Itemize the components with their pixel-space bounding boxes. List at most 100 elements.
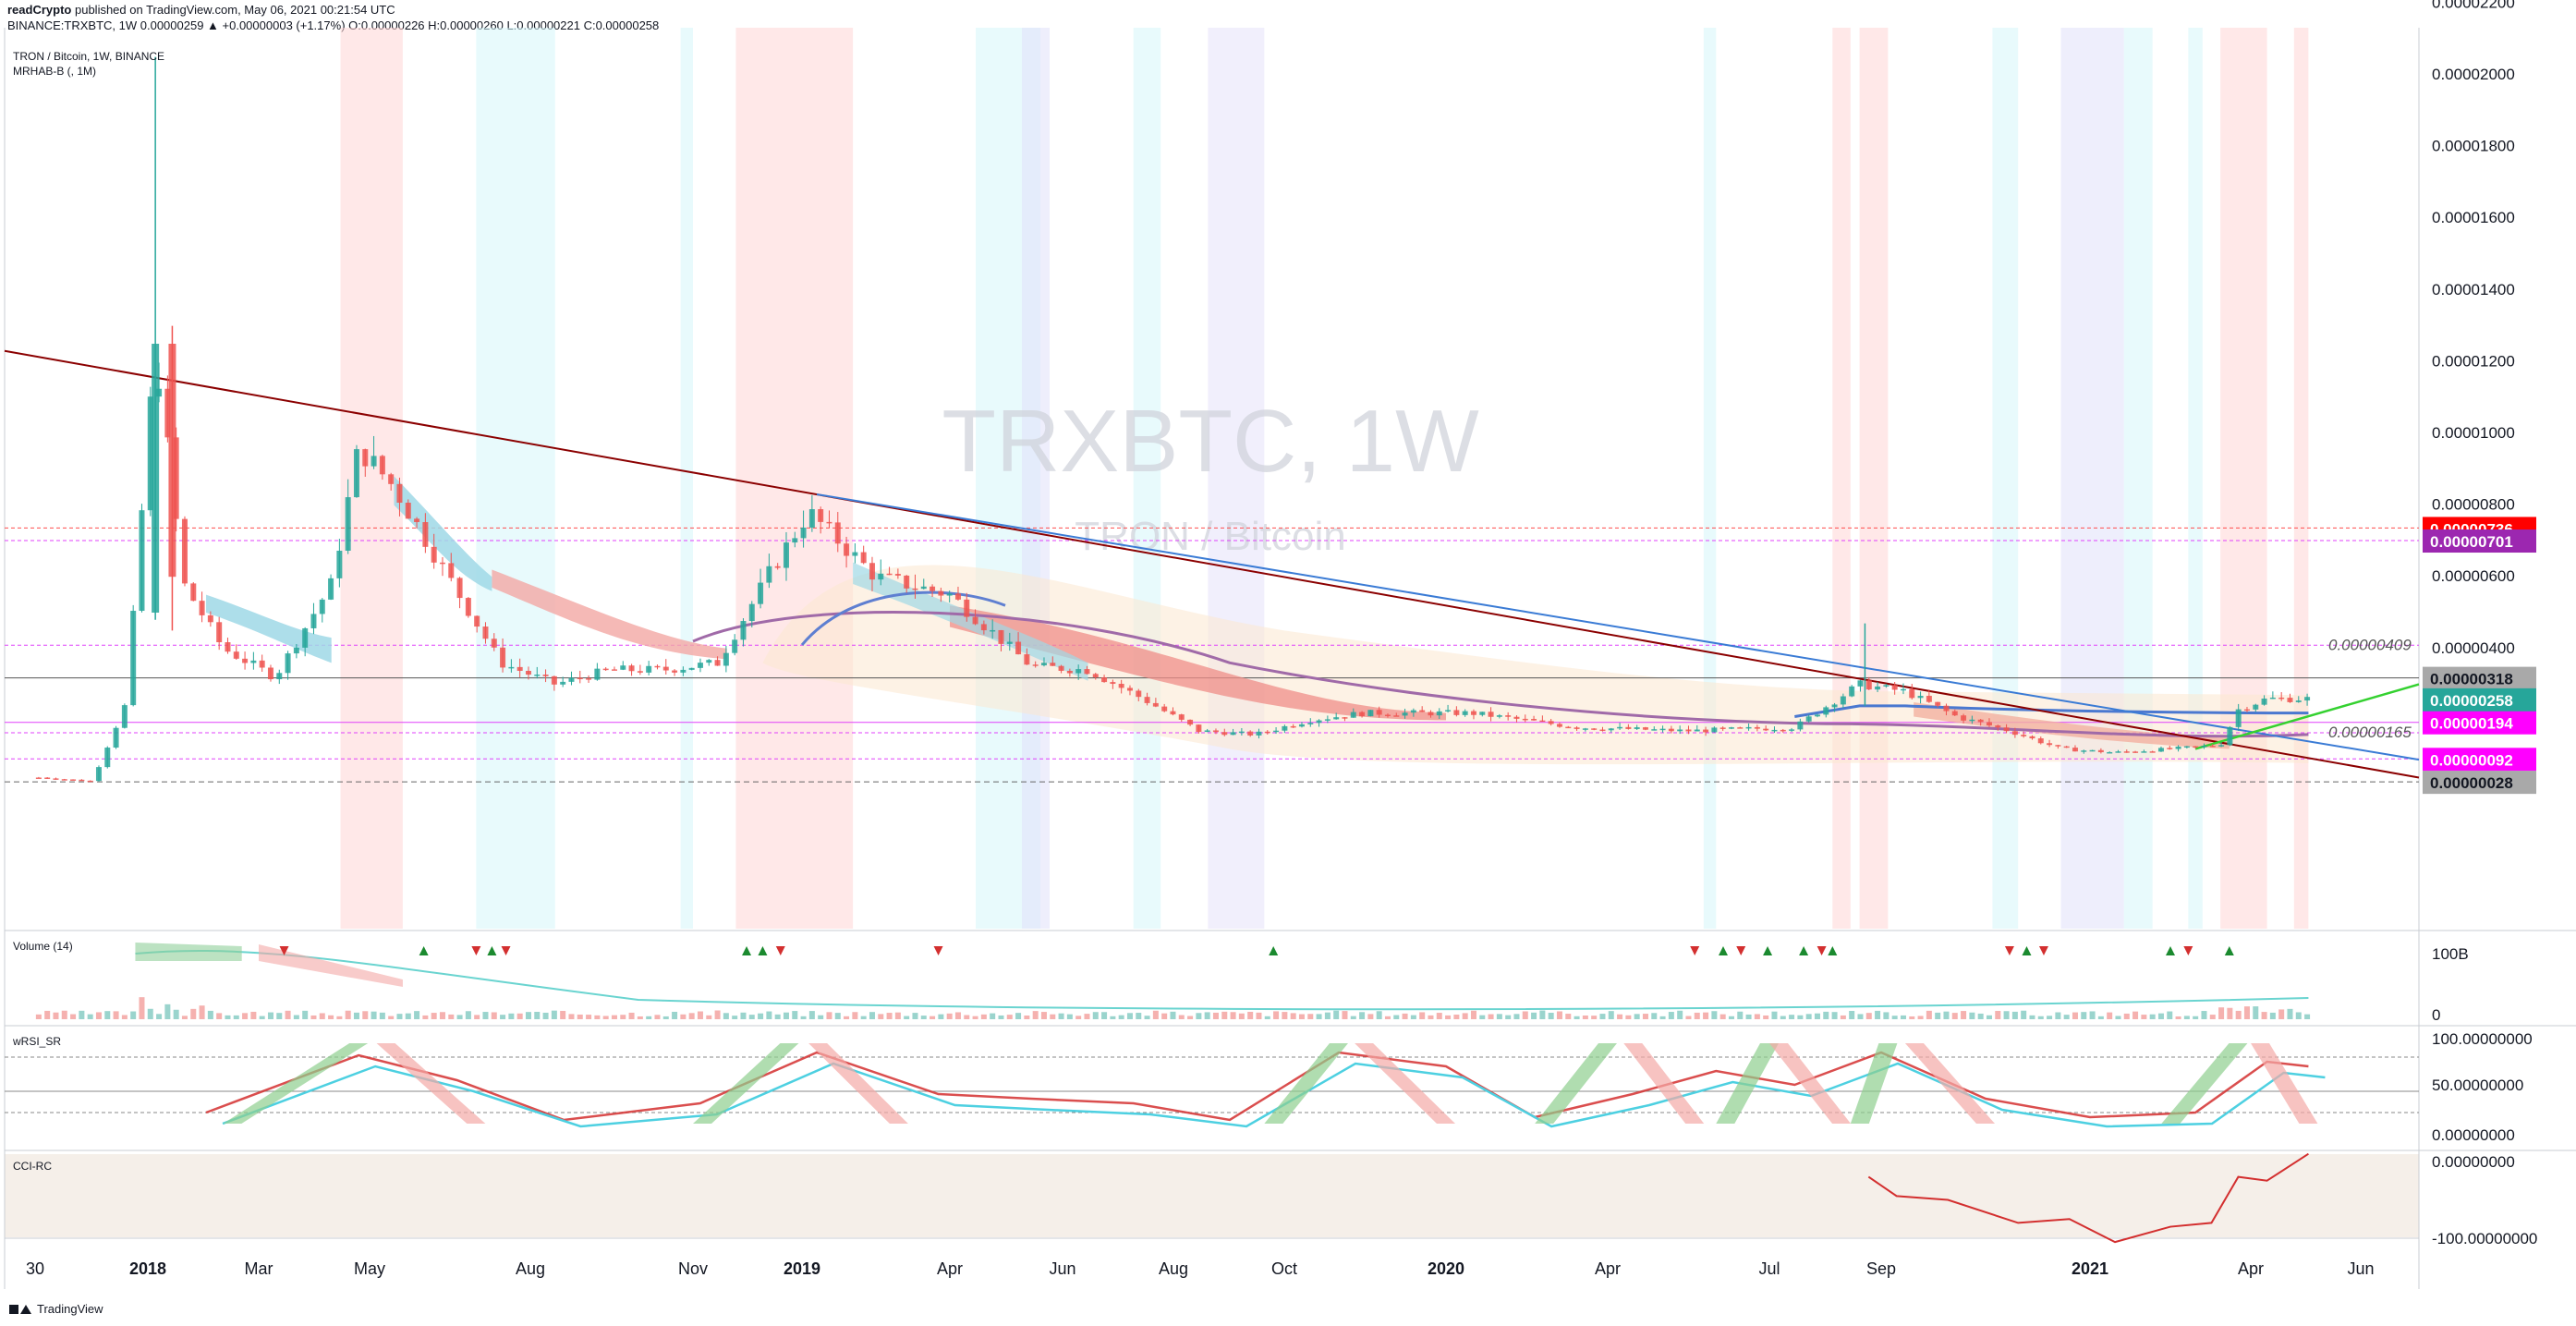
candle-body (1282, 725, 1288, 731)
rsi-line-red (205, 1051, 2309, 1122)
candle-body (2081, 750, 2087, 752)
volume-bar (1797, 1015, 1804, 1019)
candle-body (1642, 727, 1648, 730)
volume-bar (1084, 1014, 1090, 1019)
volume-bar (1677, 1010, 1683, 1019)
volume-bar (1384, 1016, 1391, 1019)
candle-body (1677, 729, 1683, 732)
x-axis-tick-label: Oct (1271, 1259, 1297, 1278)
volume-bar (1136, 1013, 1142, 1019)
volume-bar (886, 1013, 893, 1019)
volume-bar (637, 1016, 643, 1019)
spike-body (168, 344, 176, 578)
cci-pane-background (5, 1154, 2419, 1237)
volume-bar (1075, 1016, 1082, 1019)
price-axis-label: 0.00001800 (2432, 138, 2515, 155)
x-axis-tick-label: Mar (245, 1259, 273, 1278)
x-axis-tick-label: Jun (1049, 1259, 1075, 1278)
volume-bar (998, 1015, 1004, 1019)
tradingview-logo-icon (9, 1303, 31, 1316)
candle-body (1505, 715, 1512, 717)
candle-body (61, 779, 67, 781)
volume-bar (577, 1014, 583, 1019)
candle-body (516, 666, 523, 671)
volume-bar (1961, 1011, 1967, 1019)
price-tag (2423, 771, 2536, 795)
candle-body (732, 639, 738, 653)
candle-body (1883, 685, 1889, 687)
candle-body (706, 660, 712, 663)
price-tag-label: 0.00000318 (2430, 671, 2513, 688)
volume-bar (302, 1010, 309, 1019)
volume-bar (190, 1008, 197, 1019)
highlight-band (2060, 28, 2124, 929)
author-name[interactable]: readCrypto (7, 3, 72, 17)
candle-body (1608, 728, 1614, 731)
volume-bar (1728, 1016, 1734, 1019)
trendline-red (4, 349, 2420, 779)
tradingview-footer[interactable]: TradingView (9, 1302, 103, 1316)
volume-bar (740, 1012, 747, 1019)
volume-bar (2201, 1011, 2207, 1019)
volume-bar (345, 1010, 351, 1019)
x-axis-tick-label: 2021 (2072, 1259, 2108, 1278)
volume-bar (2132, 1011, 2139, 1019)
volume-bar (2253, 1006, 2259, 1019)
candle-body (285, 653, 291, 674)
volume-bar (173, 1009, 179, 1019)
volume-bar (844, 1016, 850, 1019)
highlight-band (2220, 28, 2267, 929)
level-label: 0.00000409 (2328, 636, 2412, 653)
x-axis-tick-label: 2020 (1428, 1259, 1464, 1278)
volume-bar (181, 1016, 188, 1019)
candle-body (748, 603, 755, 622)
candle-body (293, 647, 299, 654)
candle-body (602, 668, 609, 671)
volume-bar (121, 1015, 128, 1019)
volume-bar (1092, 1012, 1099, 1019)
candle-body (1668, 728, 1674, 732)
candle-body (1522, 718, 1528, 721)
candle-body (199, 601, 205, 615)
candle-body (405, 503, 411, 519)
volume-bar (2055, 1012, 2061, 1019)
rsi-swing-fill (1769, 1043, 1852, 1124)
candle-body (267, 667, 273, 680)
highlight-band (680, 28, 693, 929)
volume-bar (980, 1014, 987, 1019)
volume-bar (1402, 1013, 1408, 1019)
candle-body (912, 588, 918, 590)
volume-up-signal-icon (1719, 946, 1728, 955)
volume-bar (1531, 1012, 1537, 1019)
candles (35, 362, 2311, 783)
x-axis-tick-label: 30 (26, 1259, 44, 1278)
volume-bar (516, 1013, 523, 1019)
price-tag (2423, 666, 2536, 690)
rsi-swing-fill (1904, 1043, 1995, 1124)
volume-bar (2115, 1016, 2121, 1019)
volume-bar (267, 1012, 273, 1019)
volume-down-signal-icon (1690, 946, 1700, 955)
volume-bar (319, 1013, 325, 1019)
volume-bar (1789, 1015, 1795, 1019)
candle-body (1496, 715, 1502, 717)
volume-bar (834, 1013, 841, 1019)
highlight-band (1133, 28, 1161, 929)
candle-body (181, 518, 188, 584)
volume-bar (1883, 1012, 1889, 1019)
volume-bar (904, 1016, 910, 1019)
volume-up-signal-icon (2166, 946, 2175, 955)
candle-body (482, 627, 489, 639)
candle-body (808, 509, 815, 528)
candle-body (207, 614, 213, 623)
candle-body (869, 563, 875, 580)
candle-body (1531, 719, 1537, 721)
candle-body (1659, 728, 1666, 731)
volume-bar (1719, 1014, 1726, 1019)
ma-line-slow (692, 611, 2309, 738)
candle-body (1376, 710, 1382, 715)
candle-body (1651, 729, 1658, 731)
candle-body (637, 671, 643, 673)
volume-bar (680, 1014, 687, 1019)
